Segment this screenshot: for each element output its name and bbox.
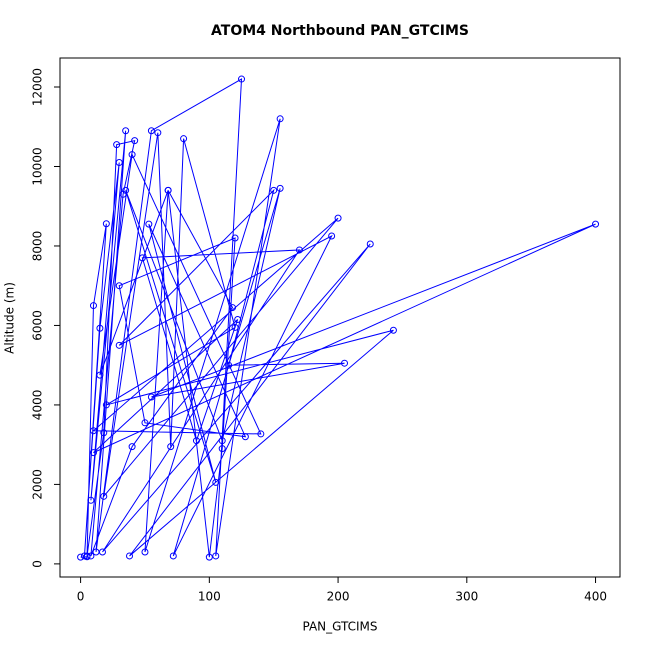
data-point bbox=[147, 127, 155, 135]
data-point bbox=[147, 393, 155, 401]
data-point bbox=[113, 141, 121, 149]
data-point bbox=[231, 323, 239, 331]
data-point bbox=[164, 186, 172, 194]
x-tick-label: 300 bbox=[455, 590, 478, 604]
y-tick-label: 10000 bbox=[31, 147, 45, 185]
data-point bbox=[366, 240, 374, 248]
data-point bbox=[295, 246, 303, 254]
y-tick-label: 12000 bbox=[31, 68, 45, 106]
chart-title: ATOM4 Northbound PAN_GTCIMS bbox=[211, 23, 469, 39]
data-point bbox=[205, 553, 213, 561]
data-point bbox=[234, 315, 242, 323]
data-point bbox=[225, 361, 233, 369]
data-point bbox=[141, 419, 149, 427]
data-point bbox=[169, 552, 177, 560]
data-point bbox=[83, 552, 91, 560]
data-point bbox=[241, 433, 249, 441]
data-point bbox=[119, 190, 127, 198]
data-point bbox=[128, 151, 136, 159]
data-point bbox=[218, 445, 226, 453]
data-point bbox=[592, 220, 600, 228]
data-point bbox=[192, 437, 200, 445]
y-tick-label: 4000 bbox=[31, 390, 45, 421]
data-point bbox=[100, 492, 108, 500]
data-point bbox=[89, 449, 97, 457]
data-point bbox=[100, 429, 108, 437]
data-point bbox=[128, 443, 136, 451]
data-point bbox=[212, 478, 220, 486]
y-tick-label: 2000 bbox=[31, 469, 45, 500]
y-tick-label: 0 bbox=[31, 560, 45, 568]
data-point bbox=[102, 220, 110, 228]
data-point bbox=[96, 324, 104, 332]
data-point bbox=[138, 254, 146, 262]
data-point bbox=[231, 234, 239, 242]
data-point bbox=[341, 359, 349, 367]
data-point bbox=[276, 115, 284, 123]
y-tick-label: 8000 bbox=[31, 231, 45, 262]
x-axis-title: PAN_GTCIMS bbox=[302, 620, 377, 634]
data-line bbox=[80, 78, 596, 558]
data-point bbox=[87, 496, 95, 504]
data-point bbox=[131, 137, 139, 145]
x-tick-label: 0 bbox=[77, 590, 85, 604]
y-axis-title: Altitude (m) bbox=[3, 282, 17, 354]
data-point bbox=[154, 129, 162, 137]
data-point bbox=[102, 401, 110, 409]
data-point bbox=[89, 427, 97, 435]
data-point bbox=[115, 282, 123, 290]
data-point bbox=[126, 552, 134, 560]
data-point bbox=[89, 302, 97, 310]
data-point bbox=[238, 75, 246, 83]
data-point bbox=[389, 326, 397, 334]
data-point bbox=[212, 552, 220, 560]
data-point bbox=[257, 430, 265, 438]
data-point bbox=[229, 304, 237, 312]
data-point bbox=[87, 552, 95, 560]
data-point bbox=[334, 214, 342, 222]
data-point bbox=[270, 186, 278, 194]
data-point bbox=[167, 443, 175, 451]
data-point bbox=[122, 127, 130, 135]
data-point bbox=[115, 341, 123, 349]
x-tick-label: 400 bbox=[584, 590, 607, 604]
data-point bbox=[328, 232, 336, 240]
data-point bbox=[115, 159, 123, 167]
data-point bbox=[96, 371, 104, 379]
data-point bbox=[141, 548, 149, 556]
data-point bbox=[180, 135, 188, 143]
data-point bbox=[145, 220, 153, 228]
data-point bbox=[98, 548, 106, 556]
x-tick-label: 100 bbox=[198, 590, 221, 604]
y-tick-label: 6000 bbox=[31, 310, 45, 341]
plot-frame bbox=[59, 57, 621, 578]
data-point bbox=[218, 437, 226, 445]
data-point bbox=[276, 184, 284, 192]
x-tick-label: 200 bbox=[327, 590, 350, 604]
